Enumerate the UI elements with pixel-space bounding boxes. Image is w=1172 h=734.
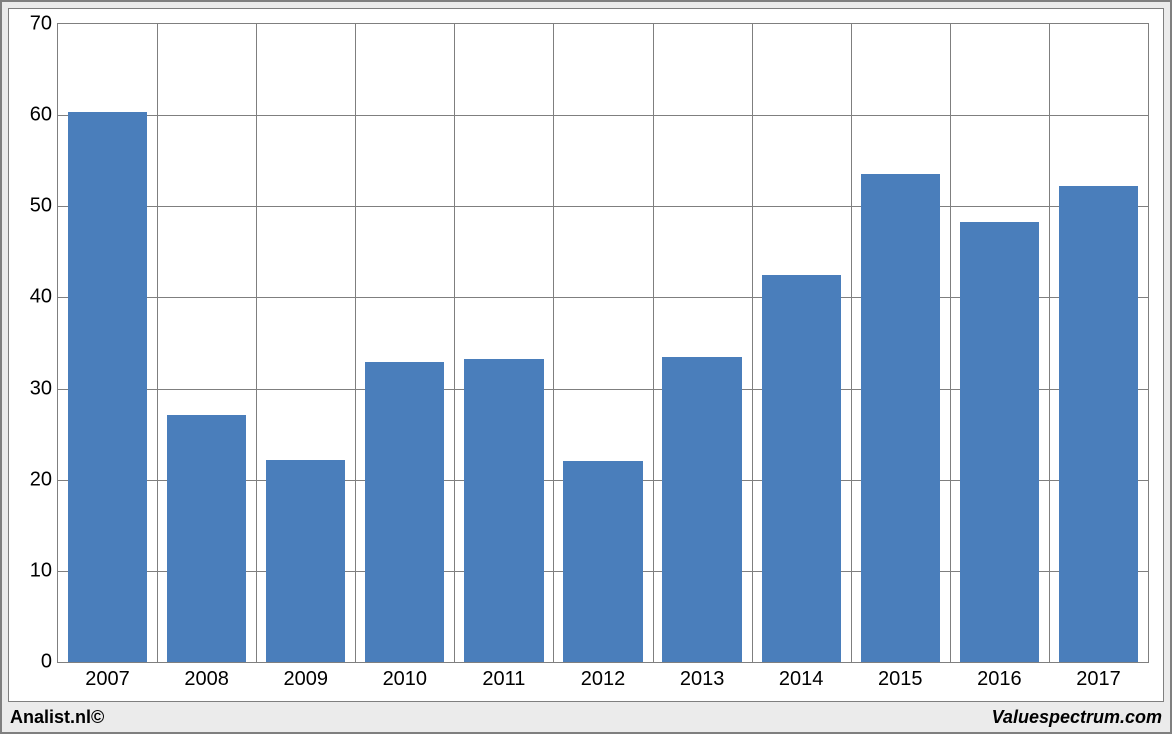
x-axis-tick-label: 2008 bbox=[184, 662, 229, 691]
x-axis-tick-label: 2016 bbox=[977, 662, 1022, 691]
x-axis-tick-label: 2009 bbox=[283, 662, 328, 691]
bar bbox=[861, 174, 940, 662]
bar bbox=[563, 461, 642, 662]
x-axis-tick-label: 2010 bbox=[383, 662, 428, 691]
gridline-vertical bbox=[1049, 24, 1050, 662]
footer-left-credit: Analist.nl© bbox=[10, 707, 104, 728]
y-axis-tick-label: 70 bbox=[30, 13, 58, 36]
y-axis-tick-label: 60 bbox=[30, 104, 58, 127]
plot-area: 0102030405060702007200820092010201120122… bbox=[57, 23, 1149, 663]
x-axis-tick-label: 2012 bbox=[581, 662, 626, 691]
x-axis-tick-label: 2013 bbox=[680, 662, 725, 691]
gridline-vertical bbox=[553, 24, 554, 662]
gridline-vertical bbox=[256, 24, 257, 662]
bar bbox=[662, 357, 741, 662]
bar bbox=[266, 460, 345, 662]
gridline-vertical bbox=[653, 24, 654, 662]
gridline-horizontal bbox=[58, 206, 1148, 207]
x-axis-tick-label: 2007 bbox=[85, 662, 130, 691]
x-axis-tick-label: 2014 bbox=[779, 662, 824, 691]
y-axis-tick-label: 10 bbox=[30, 559, 58, 582]
y-axis-tick-label: 30 bbox=[30, 377, 58, 400]
bar bbox=[762, 275, 841, 662]
gridline-vertical bbox=[950, 24, 951, 662]
gridline-vertical bbox=[454, 24, 455, 662]
y-axis-tick-label: 40 bbox=[30, 286, 58, 309]
footer-right-credit: Valuespectrum.com bbox=[992, 707, 1162, 728]
chart-outer-frame: 0 10 20 30 40 50 60 70 2007 2008 2009 2010 2011 2012 2… bbox=[0, 0, 1172, 734]
bar bbox=[1059, 186, 1138, 662]
y-axis-tick-label: 50 bbox=[30, 195, 58, 218]
x-axis-tick-label: 2015 bbox=[878, 662, 923, 691]
bar bbox=[960, 222, 1039, 662]
bar bbox=[365, 362, 444, 662]
bar bbox=[68, 112, 147, 662]
x-axis-tick-label: 2011 bbox=[482, 662, 525, 691]
gridline-vertical bbox=[355, 24, 356, 662]
y-axis-tick-label: 0 bbox=[41, 651, 58, 674]
x-axis-tick-label: 2017 bbox=[1076, 662, 1121, 691]
bar bbox=[167, 415, 246, 662]
chart-panel: 0 10 20 30 40 50 60 70 2007 2008 2009 2010 2011 2012 2… bbox=[8, 8, 1164, 702]
y-axis-tick-label: 20 bbox=[30, 468, 58, 491]
bar bbox=[464, 359, 543, 663]
gridline-vertical bbox=[752, 24, 753, 662]
gridline-vertical bbox=[157, 24, 158, 662]
gridline-horizontal bbox=[58, 115, 1148, 116]
gridline-vertical bbox=[851, 24, 852, 662]
